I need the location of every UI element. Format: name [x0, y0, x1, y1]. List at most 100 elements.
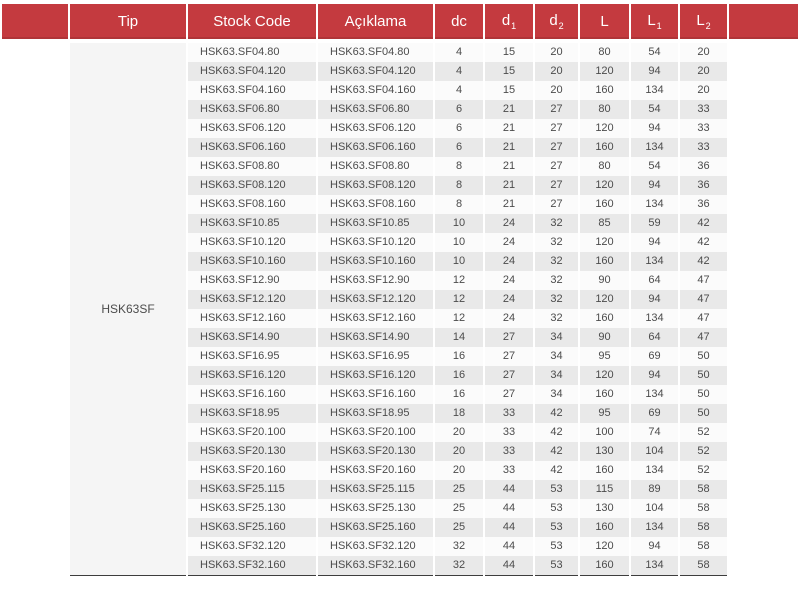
cell-l1: 134	[631, 138, 678, 157]
cell-stock-code: HSK63.SF25.160	[188, 518, 316, 537]
cell-dc: 4	[435, 62, 483, 81]
cell-stock-code: HSK63.SF10.120	[188, 233, 316, 252]
table-row: HSK63.SF12.120 HSK63.SF12.120 12 24 32 120 94 4…	[2, 290, 798, 309]
table-row: HSK63.SF20.100 HSK63.SF20.100 20 33 42 100 74 5…	[2, 423, 798, 442]
cell-d2: 27	[535, 119, 578, 138]
cell-l1: 94	[631, 233, 678, 252]
cell-stock-code: HSK63.SF16.95	[188, 347, 316, 366]
cell-aciklama: HSK63.SF32.160	[318, 556, 433, 576]
cell-l1: 69	[631, 347, 678, 366]
table-row: HSK63.SF04.120 HSK63.SF04.120 4 15 20 120 94 20	[2, 62, 798, 81]
cell-d1: 24	[485, 214, 533, 233]
table-row: HSK63.SF10.120 HSK63.SF10.120 10 24 32 120 94 4…	[2, 233, 798, 252]
cell-l: 160	[580, 81, 629, 100]
cell-d2: 34	[535, 385, 578, 404]
col-header-label: Açıklama	[344, 13, 407, 30]
cell-stock-code: HSK63.SF32.120	[188, 537, 316, 556]
cell-l: 80	[580, 100, 629, 119]
cell-stock-code: HSK63.SF08.120	[188, 176, 316, 195]
cell-d1: 44	[485, 518, 533, 537]
cell-dc: 32	[435, 556, 483, 576]
cell-d2: 42	[535, 404, 578, 423]
cell-d2: 53	[535, 556, 578, 576]
cell-dc: 20	[435, 461, 483, 480]
cell-l2: 47	[680, 271, 727, 290]
cell-l2: 50	[680, 366, 727, 385]
cell-l1: 54	[631, 100, 678, 119]
cell-l: 80	[580, 157, 629, 176]
cell-aciklama: HSK63.SF25.160	[318, 518, 433, 537]
cell-d2: 34	[535, 347, 578, 366]
cell-dc: 32	[435, 537, 483, 556]
cell-d1: 21	[485, 138, 533, 157]
table-row: HSK63.SF25.115 HSK63.SF25.115 25 44 53 115 89 5…	[2, 480, 798, 499]
cell-l2: 52	[680, 442, 727, 461]
table-row: HSK63.SF32.120 HSK63.SF32.120 32 44 53 120 94 5…	[2, 537, 798, 556]
table-row: HSK63.SF20.160 HSK63.SF20.160 20 33 42 160 134…	[2, 461, 798, 480]
cell-l1: 94	[631, 290, 678, 309]
cell-aciklama: HSK63.SF18.95	[318, 404, 433, 423]
cell-stock-code: HSK63.SF20.160	[188, 461, 316, 480]
table-row: HSK63.SF18.95 HSK63.SF18.95 18 33 42 95 69 50	[2, 404, 798, 423]
cell-dc: 12	[435, 290, 483, 309]
cell-d2: 20	[535, 62, 578, 81]
cell-d1: 33	[485, 461, 533, 480]
cell-dc: 18	[435, 404, 483, 423]
col-header-label: L	[696, 12, 705, 29]
cell-l1: 134	[631, 385, 678, 404]
cell-l: 95	[580, 347, 629, 366]
cell-dc: 25	[435, 518, 483, 537]
table-row: HSK63.SF12.160 HSK63.SF12.160 12 24 32 160 134…	[2, 309, 798, 328]
right-margin-cell	[729, 43, 798, 576]
cell-l1: 104	[631, 442, 678, 461]
cell-stock-code: HSK63.SF20.130	[188, 442, 316, 461]
cell-d1: 21	[485, 157, 533, 176]
cell-aciklama: HSK63.SF04.160	[318, 81, 433, 100]
cell-l: 120	[580, 233, 629, 252]
table-row: HSK63.SF12.90 HSK63.SF12.90 12 24 32 90 64 47	[2, 271, 798, 290]
cell-l1: 134	[631, 252, 678, 271]
cell-stock-code: HSK63.SF10.85	[188, 214, 316, 233]
col-header-aciklama: Açıklama	[318, 4, 433, 43]
cell-l1: 94	[631, 176, 678, 195]
cell-l: 90	[580, 271, 629, 290]
table-row: HSK63.SF06.160 HSK63.SF06.160 6 21 27 160 134 3…	[2, 138, 798, 157]
cell-stock-code: HSK63.SF06.160	[188, 138, 316, 157]
table-row: HSK63SF HSK63.SF04.80 HSK63.SF04.80 4 15 20 80…	[2, 43, 798, 576]
cell-aciklama: HSK63.SF16.95	[318, 347, 433, 366]
cell-d2: 32	[535, 290, 578, 309]
cell-l: 80	[580, 43, 629, 62]
cell-d2: 27	[535, 157, 578, 176]
cell-aciklama: HSK63.SF10.160	[318, 252, 433, 271]
cell-l: 160	[580, 461, 629, 480]
cell-l1: 69	[631, 404, 678, 423]
cell-stock-code: HSK63.SF25.130	[188, 499, 316, 518]
cell-dc: 12	[435, 309, 483, 328]
tip-group-cell: HSK63SF	[70, 43, 186, 576]
col-header-empty-right	[729, 4, 798, 43]
cell-l: 160	[580, 138, 629, 157]
table-row: HSK63.SF25.130 HSK63.SF25.130 25 44 53 130 104…	[2, 499, 798, 518]
cell-l1: 94	[631, 119, 678, 138]
cell-dc: 4	[435, 81, 483, 100]
cell-l1: 134	[631, 518, 678, 537]
cell-l: 120	[580, 176, 629, 195]
table-row: HSK63.SF16.160 HSK63.SF16.160 16 27 34 160 134…	[2, 385, 798, 404]
table-row: HSK63.SF06.80 HSK63.SF06.80 6 21 27 80 54 33	[2, 100, 798, 119]
cell-aciklama: HSK63.SF16.160	[318, 385, 433, 404]
col-header-subscript: 2	[558, 21, 564, 31]
table-body: HSK63SF HSK63.SF04.80 HSK63.SF04.80 4 15 20 80…	[2, 43, 798, 576]
cell-stock-code: HSK63.SF06.80	[188, 100, 316, 119]
cell-aciklama: HSK63.SF04.120	[318, 62, 433, 81]
cell-dc: 6	[435, 119, 483, 138]
col-header-l1: L1	[631, 4, 678, 43]
table-row: HSK63.SF25.160 HSK63.SF25.160 25 44 53 160 134…	[2, 518, 798, 537]
cell-d2: 53	[535, 537, 578, 556]
cell-l2: 50	[680, 404, 727, 423]
cell-l2: 20	[680, 81, 727, 100]
cell-stock-code: HSK63.SF08.160	[188, 195, 316, 214]
cell-d2: 27	[535, 138, 578, 157]
cell-stock-code: HSK63.SF14.90	[188, 328, 316, 347]
cell-l1: 134	[631, 309, 678, 328]
